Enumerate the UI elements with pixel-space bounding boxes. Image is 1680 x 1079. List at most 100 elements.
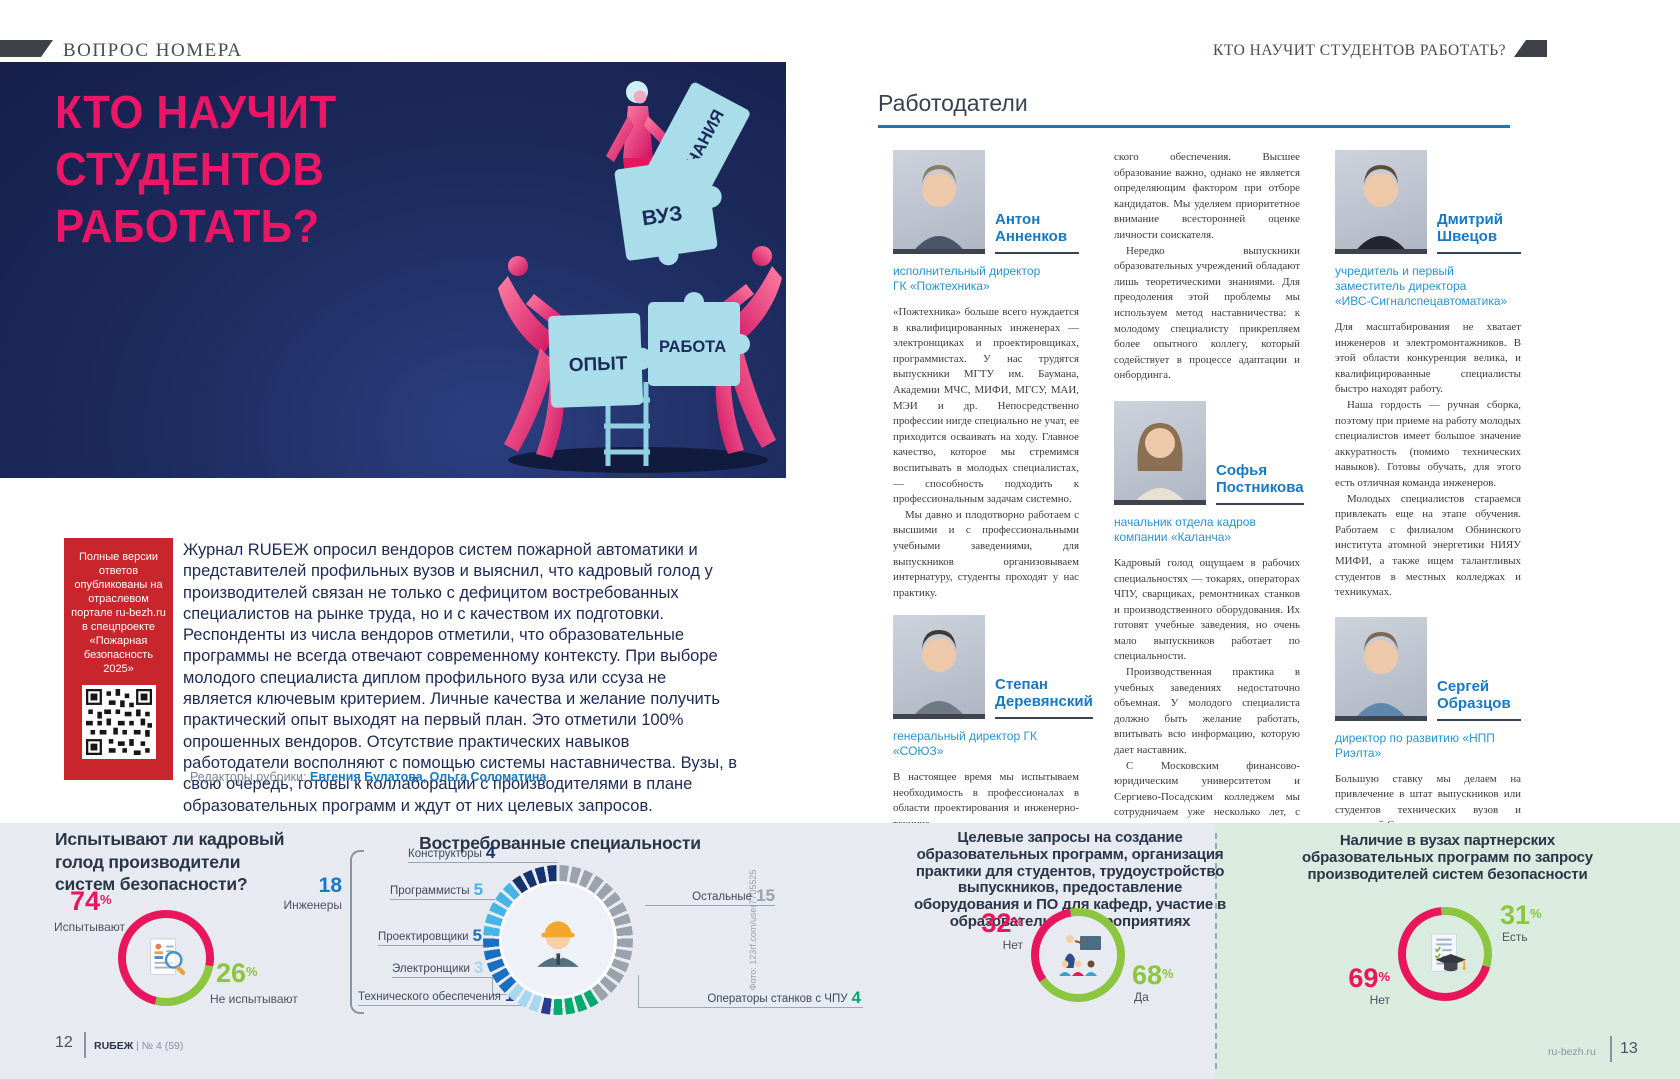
chart4-title: Наличие в вузах партнерских образователь…	[1302, 832, 1593, 883]
engineers-label: Инженеры	[283, 898, 342, 912]
chart4-pct-yes: 31%	[1500, 900, 1542, 930]
profile-dmitriy-shvetsov: Дмитрий Швецов	[1335, 150, 1521, 254]
headline-line-2: СТУДЕНТОВ	[55, 143, 325, 195]
profile-paragraph: В настоящее время мы испытываем необходи…	[893, 771, 1079, 830]
dmitriy-shvetsov-photo	[1335, 150, 1427, 254]
profile-role: исполнительный директор ГК «Пожтехника»	[893, 264, 1041, 293]
profile-name: Сергей Образцов	[1437, 678, 1521, 721]
spec-proektirovshchiki: Проектировщики 5	[378, 927, 490, 946]
stepan-derevyanskiy-photo	[893, 615, 985, 720]
red-note-box: Полные версии ответов опубликованы на от…	[64, 538, 173, 780]
footer-divider-right	[1610, 1036, 1612, 1062]
profile-paragraph: Производственная практика в учебных заве…	[1114, 666, 1300, 757]
chart3-title: Целевые запросы на создание образователь…	[913, 829, 1227, 930]
profile-paragraph: «Пожтехника» больше всего нуждается в кв…	[893, 306, 1079, 506]
requests-donut	[1031, 908, 1125, 1002]
rubric-marker-shape	[0, 40, 53, 57]
profile-paragraph: Нередко выпускники образовательных учреж…	[1114, 244, 1300, 382]
chart1-label-yes: Испытывают	[54, 920, 126, 934]
chart4-label-yes: Есть	[1502, 930, 1528, 944]
sergey-obraztsov-photo	[1335, 616, 1427, 721]
engineers-count: 18	[318, 874, 342, 897]
dashed-divider	[1215, 833, 1217, 1069]
profile-name: Антон Анненков	[995, 211, 1079, 254]
chart4-label-no: Нет	[1369, 993, 1390, 1007]
chart1-pct-no: 26%	[216, 958, 258, 988]
engineers-bracket	[350, 850, 364, 1014]
puzzle-piece-rabota: РАБОТА	[648, 292, 750, 386]
profile-anton-annenkov: Антон Анненков	[893, 150, 1079, 254]
specialties-donut	[483, 865, 633, 1015]
spec-ostalnye: Остальные 15	[645, 887, 775, 906]
profile-paragraph: Мы давно и плодотворно работаем с высшим…	[893, 508, 1079, 599]
profile-name: Софья Постникова	[1216, 462, 1304, 505]
profile-paragraph: Молодых специалистов стараемся привлекат…	[1335, 492, 1521, 599]
profile-paragraph: Для масштабирования не хватает инженеров…	[1335, 321, 1521, 396]
profile-name: Степан Деревянский	[995, 676, 1093, 720]
sofya-postnikova-photo	[1114, 400, 1206, 505]
rubric-label: ВОПРОС НОМЕРА	[63, 40, 243, 61]
spec-operatory-chpu: Операторы станков с ЧПУ 4	[638, 975, 863, 1008]
profile-sergey-obraztsov: Сергей Образцов	[1335, 616, 1521, 721]
anton-annenkov-photo	[893, 150, 985, 254]
document-graduation-icon	[1431, 933, 1467, 972]
footer-site: ru-bezh.ru	[1548, 1046, 1596, 1058]
red-note-text: Полные версии ответов опубликованы на от…	[71, 551, 166, 675]
section-rule	[878, 125, 1510, 128]
footer-brand: RUБЕЖ	[94, 1040, 134, 1052]
profile-stepan-derevyanskiy: Степан Деревянский	[893, 615, 1093, 720]
chart2-title: Востребованные специальности	[419, 833, 701, 853]
headline-line-1: КТО НАУЧИТ	[55, 86, 337, 138]
chart1-pct-yes: 74%	[70, 886, 112, 916]
profile-paragraph: ского обеспечения. Высшее образование ва…	[1114, 151, 1300, 241]
profile-role: генеральный директор ГК «СОЮЗ»	[893, 729, 1037, 759]
profile-paragraph: Кадровый голод ощущаем в рабочих специал…	[1114, 556, 1300, 663]
profile-name: Дмитрий Швецов	[1437, 211, 1521, 254]
chart1-title: Испытывают ли кадровый голод производите…	[55, 829, 285, 894]
editors-label: Редакторы рубрики:	[190, 770, 307, 784]
chart3-label-yes: Да	[1134, 990, 1149, 1004]
chart4-pct-no: 69%	[1348, 963, 1390, 993]
footer-left: RUБЕЖ | № 4 (59)	[94, 1040, 183, 1052]
profile-role: начальник отдела кадров компании «Каланч…	[1114, 514, 1256, 544]
intro-paragraph: Журнал RUБЕЖ опросил вендоров систем пож…	[183, 541, 738, 815]
chart3-label-no: Нет	[1002, 938, 1023, 952]
profile-role: учредитель и первый заместитель директор…	[1335, 264, 1508, 308]
page-number-right: 13	[1620, 1040, 1638, 1057]
puzzle-piece-opyt: ОПЫТ	[548, 312, 653, 408]
employers-column-3: Дмитрий Швецов учредитель и первый замес…	[1335, 150, 1521, 834]
puzzle-people-illustration: ЗНАНИЯ ВУЗ РАБОТА ОПЫТ	[498, 81, 782, 473]
spec-programmisty: Программисты 5	[390, 881, 516, 900]
chart3-pct-no: 32%	[981, 908, 1023, 938]
headline-line-3: РАБОТАТЬ?	[55, 200, 320, 252]
partner-programs-donut	[1398, 907, 1492, 1001]
editors-names: Евгения Булатова, Ольга Соломатина	[309, 770, 547, 784]
svg-text:ОПЫТ: ОПЫТ	[568, 353, 628, 376]
svg-text:ВУЗ: ВУЗ	[641, 202, 684, 230]
employers-column-1: Антон Анненков исполнительный директор Г…	[893, 150, 1093, 833]
profile-sofya-postnikova: Софья Постникова	[1114, 400, 1304, 505]
svg-text:РАБОТА: РАБОТА	[659, 338, 726, 356]
footer-divider-left	[84, 1032, 86, 1058]
employers-column-2: ского обеспечения. Высшее образование ва…	[1114, 150, 1304, 868]
spec-elektronshchiki: Электронщики 3	[392, 959, 492, 978]
chart1-label-no: Не испытывают	[210, 992, 298, 1006]
hero-banner: КТО НАУЧИТ СТУДЕНТОВ РАБОТАТЬ?	[0, 62, 786, 478]
teacher-class-icon	[1059, 935, 1101, 976]
running-marker-shape	[1514, 40, 1547, 57]
footer-issue: | № 4 (59)	[136, 1040, 184, 1052]
chart3-pct-yes: 68%	[1132, 960, 1174, 990]
section-title: Работодатели	[878, 90, 1028, 116]
running-title: КТО НАУЧИТ СТУДЕНТОВ РАБОТАТЬ?	[1213, 42, 1506, 59]
profile-role: директор по развитию «НПП Риэлта»	[1335, 730, 1495, 760]
editors-line: Редакторы рубрики: Евгения Булатова, Оль…	[190, 770, 546, 784]
profile-paragraph: Наша гордость — ручная сборка, поэтому п…	[1335, 398, 1521, 489]
profile-paragraph: Большую ставку мы делаем на привлечение …	[1335, 772, 1521, 832]
puzzle-piece-vuz: ВУЗ	[614, 157, 722, 266]
qr-code	[81, 685, 156, 759]
worker-icon	[537, 921, 579, 967]
spec-konstruktory: Конструкторы 4	[408, 844, 558, 863]
document-search-icon	[150, 938, 186, 976]
page-number-left: 12	[55, 1034, 73, 1051]
